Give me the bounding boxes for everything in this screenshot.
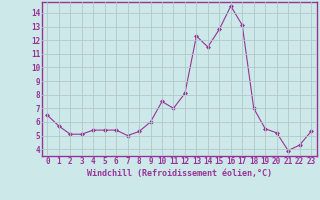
X-axis label: Windchill (Refroidissement éolien,°C): Windchill (Refroidissement éolien,°C) — [87, 169, 272, 178]
